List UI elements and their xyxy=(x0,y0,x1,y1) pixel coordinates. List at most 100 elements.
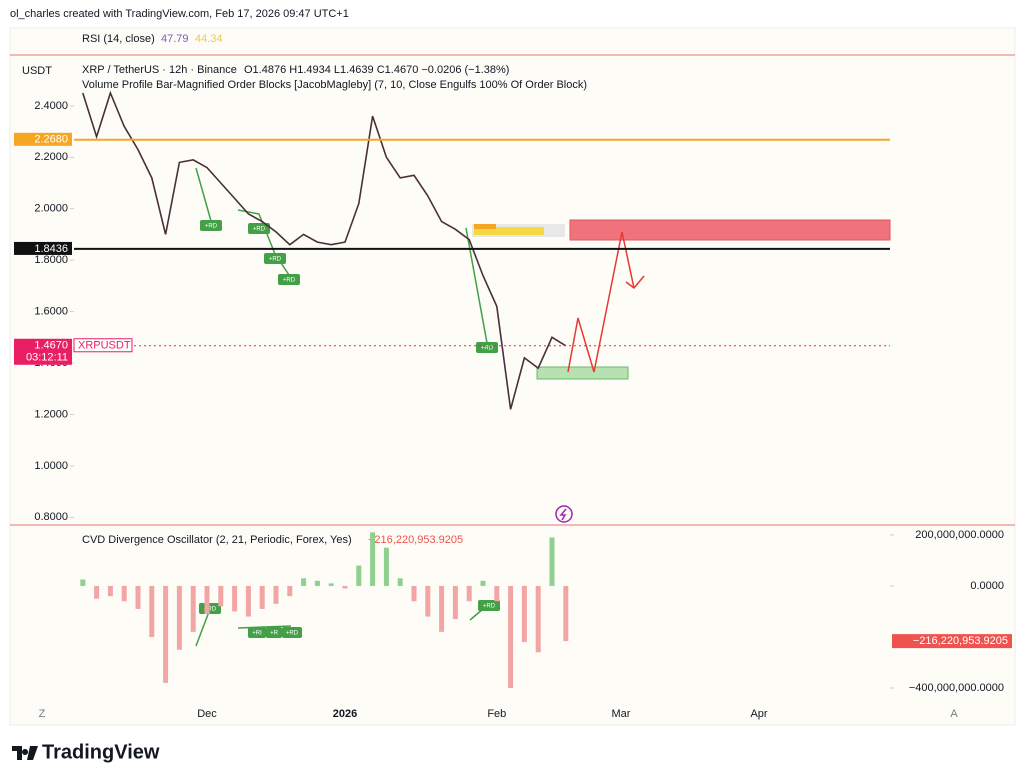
projection-arrow xyxy=(567,231,645,373)
volume-profile xyxy=(474,224,496,229)
cvd-bar xyxy=(121,585,127,602)
price-line xyxy=(82,90,567,410)
annotation: +RD xyxy=(199,603,221,614)
annotation: +RD xyxy=(200,220,222,231)
annotation-text: +RD xyxy=(286,631,299,637)
corner-button[interactable]: A xyxy=(950,708,958,720)
annotation-box xyxy=(248,627,266,638)
countdown: 03:12:11 xyxy=(26,352,68,364)
cvd-bar xyxy=(549,537,555,586)
cvd-bar xyxy=(370,532,376,586)
annotation-box xyxy=(266,627,282,638)
y-tick-label: 0.0000 xyxy=(970,580,1004,592)
annotation-box xyxy=(478,600,500,611)
cvd-bar xyxy=(494,585,500,602)
cvd-bar xyxy=(439,585,445,632)
rsi-value: 44.34 xyxy=(195,33,223,45)
cvd-bar xyxy=(356,565,362,586)
annotation-text: +RD xyxy=(481,346,494,352)
cvd-bar xyxy=(425,585,431,617)
cvd-bar xyxy=(80,579,86,586)
logo-icon xyxy=(12,746,38,760)
ohlc: O1.4876 H1.4934 L1.4639 C1.4670 −0.0206 … xyxy=(244,64,509,76)
indicator-value: −216,220,953.9205 xyxy=(368,534,463,546)
y-tick-label: 2.0000 xyxy=(34,203,68,215)
cvd-bar xyxy=(232,585,238,612)
rsi-value: 47.79 xyxy=(161,33,189,45)
annotation-text: +RD xyxy=(253,227,266,233)
annotation-text: +RD xyxy=(204,607,217,613)
annotation-box xyxy=(264,253,286,264)
indicator-title: CVD Divergence Oscillator (2, 21, Period… xyxy=(82,534,352,546)
cvd-bar xyxy=(135,585,141,609)
x-tick-label: Feb xyxy=(487,708,506,720)
cvd-bar xyxy=(245,585,251,617)
annotation-text: +RD xyxy=(283,278,296,284)
x-tick-label: 2026 xyxy=(333,708,357,720)
cvd-bar xyxy=(535,585,541,653)
volume-profile xyxy=(474,227,544,235)
symbol-title: XRP / TetherUS · 12h · Binance xyxy=(82,64,237,76)
annotation-text: +RD xyxy=(205,224,218,230)
annotation: +RD xyxy=(476,342,498,353)
cvd-bar xyxy=(218,585,224,607)
price-label: 1.8436 xyxy=(34,243,68,255)
event-icon xyxy=(555,505,573,523)
cvd-bar xyxy=(480,580,486,586)
x-tick-label: Apr xyxy=(750,708,767,720)
annotation-box xyxy=(200,220,222,231)
cvd-bar xyxy=(259,585,265,609)
x-tick-label: Dec xyxy=(197,708,217,720)
annotation-box xyxy=(282,627,302,638)
price-label: 1.4670 xyxy=(34,340,68,352)
cvd-bar xyxy=(204,585,210,615)
demand-zone xyxy=(536,366,629,380)
y-tick-label: 1.2000 xyxy=(34,408,68,420)
cvd-bar xyxy=(521,585,527,643)
y-tick-label: 1.6000 xyxy=(34,305,68,317)
event-icon xyxy=(559,508,567,521)
value-label-box xyxy=(892,634,1012,649)
cvd-bar xyxy=(383,547,389,586)
annotation: +RI xyxy=(248,627,266,638)
price-label-box xyxy=(14,241,72,255)
y-tick-label: 1.8000 xyxy=(34,254,68,266)
annotation-text: +RD xyxy=(483,604,496,610)
cvd-bar xyxy=(466,585,472,602)
y-axis-label: USDT xyxy=(22,65,52,77)
corner-button[interactable]: Z xyxy=(39,708,46,720)
annotation-box xyxy=(476,342,498,353)
x-tick-label: Mar xyxy=(612,708,631,720)
annotation-text: +R xyxy=(270,631,279,637)
cvd-bar xyxy=(94,585,100,599)
annotation-text: +RI xyxy=(252,631,262,637)
annotation: +RD xyxy=(278,274,300,285)
y-tick-label: 200,000,000.0000 xyxy=(915,529,1004,541)
cvd-bar xyxy=(190,585,196,632)
cvd-bar xyxy=(287,585,293,597)
cvd-bar xyxy=(397,578,403,586)
cvd-bar xyxy=(107,585,113,597)
price-label: 2.2680 xyxy=(34,134,68,146)
price-label-box xyxy=(14,338,72,365)
annotation: +R xyxy=(266,627,282,638)
rsi-label: RSI (14, close) xyxy=(82,33,155,45)
cvd-bar xyxy=(563,585,569,642)
price-label-box xyxy=(14,132,72,146)
cvd-bar xyxy=(149,585,155,637)
cvd-bar xyxy=(301,578,307,586)
cvd-bar xyxy=(176,585,182,650)
indicator-title: Volume Profile Bar-Magnified Order Block… xyxy=(82,79,587,91)
y-tick-label: 0.8000 xyxy=(34,511,68,523)
symbol-label: XRPUSDT xyxy=(78,340,131,352)
annotation-box xyxy=(278,274,300,285)
annotation-text: +RD xyxy=(269,257,282,263)
annotation-box xyxy=(248,223,270,234)
y-tick-label: 2.2000 xyxy=(34,151,68,163)
annotations: +RD +RD +RD +RD +RD +RD +RI +R +RD +RD xyxy=(199,220,500,638)
y-tick-label: −400,000,000.0000 xyxy=(909,682,1004,694)
footer-logo: TradingView xyxy=(12,741,160,763)
annotation: +RD xyxy=(282,627,302,638)
symbol-box xyxy=(73,338,133,353)
